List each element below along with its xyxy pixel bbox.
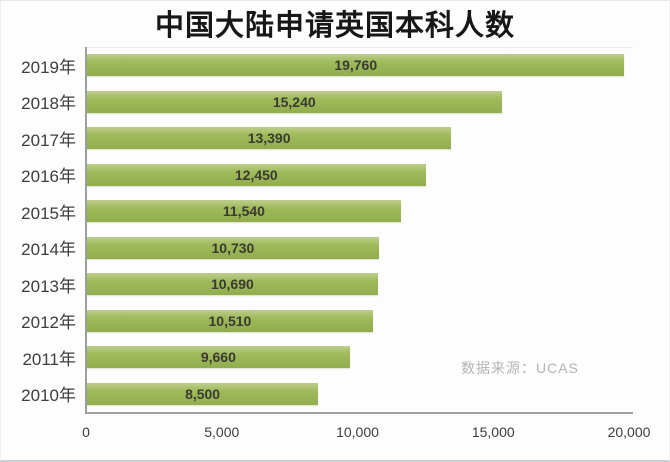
bar: 15,240 xyxy=(87,90,502,113)
year-label: 2018年 xyxy=(21,94,76,114)
bar: 10,690 xyxy=(87,273,378,296)
bar: 9,660 xyxy=(87,346,350,369)
bar: 12,450 xyxy=(87,163,426,186)
year-label: 2012年 xyxy=(21,313,76,333)
bar-row: 2013年 10,690 xyxy=(1,266,631,303)
bar-row: 2010年 8,500 xyxy=(1,376,631,413)
year-label: 2015年 xyxy=(21,203,76,223)
bar-track: 11,540 xyxy=(87,200,631,223)
chart-title: 中国大陆申请英国本科人数 xyxy=(154,10,515,42)
bar-value-label: 12,450 xyxy=(234,166,278,183)
bar-row: 2011年 9,660 xyxy=(1,339,631,376)
bar-value-label: 11,540 xyxy=(222,203,265,220)
bar-track: 10,730 xyxy=(87,236,631,259)
year-label: 2019年 xyxy=(21,57,76,77)
plot-area: 2019年 19,760 2018年 15,240 2017年 13,390 2016年 12… xyxy=(1,47,631,412)
bar: 10,730 xyxy=(87,236,379,259)
bar-row: 2017年 13,390 xyxy=(1,120,631,157)
bar-value-label: 8,500 xyxy=(185,385,221,402)
year-label: 2011年 xyxy=(22,349,76,369)
y-axis-line xyxy=(85,47,87,414)
bar: 8,500 xyxy=(87,382,319,405)
x-tick-label: 0 xyxy=(82,424,90,440)
bar-track: 10,690 xyxy=(87,273,631,296)
x-tick-label: 15,000 xyxy=(471,424,515,440)
bar-row: 2012年 10,510 xyxy=(1,303,631,340)
bar-track: 9,660 xyxy=(87,346,631,369)
x-tick-label: 5,000 xyxy=(204,424,240,440)
bar-row: 2019年 19,760 xyxy=(1,47,631,84)
source-watermark: 数据来源：UCAS xyxy=(461,360,579,376)
year-label: 2017年 xyxy=(21,130,76,150)
bar-track: 13,390 xyxy=(87,127,631,150)
bar-value-label: 10,510 xyxy=(208,312,252,329)
bar-value-label: 10,690 xyxy=(210,276,254,293)
bar-row: 2015年 11,540 xyxy=(1,193,631,230)
x-axis: 0 5,000 10,000 15,000 20,000 xyxy=(82,424,650,444)
bar-row: 2018年 15,240 xyxy=(1,84,631,121)
x-tick-label: 10,000 xyxy=(336,424,379,440)
bar-track: 8,500 xyxy=(87,382,631,405)
bar-value-label: 9,660 xyxy=(200,349,236,366)
bar: 11,540 xyxy=(87,200,401,223)
year-label: 2013年 xyxy=(21,276,76,296)
x-axis-line xyxy=(85,412,633,414)
bar-value-label: 15,240 xyxy=(272,93,316,110)
bar: 19,760 xyxy=(87,54,625,77)
x-tick-label: 20,000 xyxy=(607,424,651,440)
year-label: 2016年 xyxy=(21,167,76,187)
bar-value-label: 19,760 xyxy=(334,57,378,74)
bar: 10,510 xyxy=(87,309,373,332)
bar-value-label: 13,390 xyxy=(247,130,291,147)
bar-track: 10,510 xyxy=(87,309,631,332)
bar-track: 15,240 xyxy=(87,90,631,113)
bar-value-label: 10,730 xyxy=(211,239,255,256)
bar-track: 12,450 xyxy=(87,163,631,186)
bar-track: 19,760 xyxy=(87,54,631,77)
bar-row: 2014年 10,730 xyxy=(1,230,631,267)
bar-row: 2016年 12,450 xyxy=(1,157,631,194)
plot-top-border xyxy=(86,47,633,48)
year-label: 2014年 xyxy=(21,240,76,260)
year-label: 2010年 xyxy=(21,386,76,406)
bar: 13,390 xyxy=(87,127,452,150)
